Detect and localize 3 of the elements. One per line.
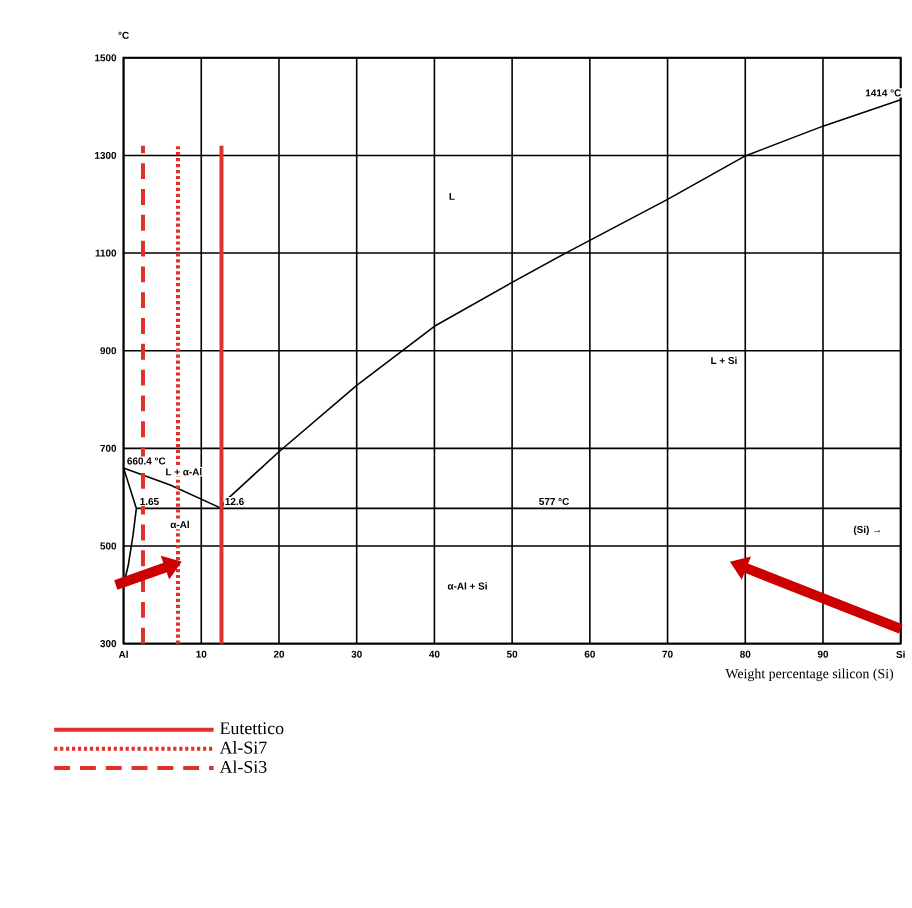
text: Al-Si3	[219, 760, 267, 773]
text: Al-Si7	[219, 740, 267, 754]
text: Eutettico	[220, 721, 284, 734]
